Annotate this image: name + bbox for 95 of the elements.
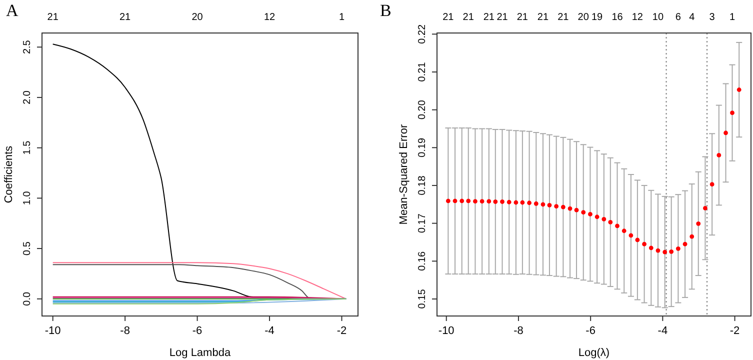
text: 12 xyxy=(632,12,644,23)
point xyxy=(628,233,634,238)
point xyxy=(500,200,504,204)
text: 21 xyxy=(462,12,474,23)
text: 1 xyxy=(338,12,345,23)
y-tick-label: 0.17 xyxy=(417,213,428,234)
text: 3 xyxy=(709,12,716,23)
point xyxy=(622,228,626,234)
point xyxy=(662,250,668,254)
point xyxy=(615,224,620,228)
point xyxy=(635,238,640,242)
point xyxy=(460,198,464,204)
point xyxy=(493,200,498,204)
text: 20 xyxy=(192,12,204,23)
point xyxy=(527,200,532,206)
point xyxy=(608,220,613,224)
point xyxy=(696,221,701,226)
x-tick-label: -8 xyxy=(120,325,130,337)
point xyxy=(724,130,728,136)
point xyxy=(703,206,708,210)
text: 12 xyxy=(264,12,276,23)
y-tick-label: 0.0 xyxy=(22,291,33,306)
point xyxy=(473,199,478,204)
point xyxy=(594,214,600,220)
point xyxy=(710,182,714,187)
point xyxy=(574,208,579,212)
chart-title: A xyxy=(6,1,19,20)
y-tick-label: 0.16 xyxy=(417,250,428,271)
point xyxy=(446,198,450,204)
y-tick-label: 2.5 xyxy=(22,40,33,54)
y-tick-label: 0.5 xyxy=(22,241,33,256)
point xyxy=(656,248,660,253)
point xyxy=(514,200,518,205)
text: 10 xyxy=(652,12,664,23)
x-tick-label: -10 xyxy=(438,325,454,337)
x-axis-title: Log(λ) xyxy=(578,347,610,359)
point xyxy=(588,212,592,216)
point xyxy=(466,198,471,204)
point xyxy=(480,199,484,204)
text: 21 xyxy=(483,12,495,23)
x-tick-label: -2 xyxy=(730,325,740,337)
text: 21 xyxy=(537,12,549,23)
y-axis-title: Coefficients xyxy=(3,145,15,204)
point xyxy=(540,202,546,207)
point xyxy=(520,200,525,205)
text: 21 xyxy=(496,12,508,23)
point xyxy=(554,204,559,208)
x-tick-label: -2 xyxy=(336,325,347,337)
x-tick-label: -6 xyxy=(586,325,596,337)
text: 21 xyxy=(558,12,570,23)
y-tick-label: 0.15 xyxy=(417,288,428,309)
point xyxy=(682,242,688,246)
x-tick-label: -4 xyxy=(658,325,668,337)
y-tick-label: 0.19 xyxy=(417,137,428,158)
x-tick-label: -10 xyxy=(44,325,61,337)
point xyxy=(581,210,586,215)
y-tick-label: 1.5 xyxy=(22,140,33,155)
chart-title: B xyxy=(380,1,392,20)
text: 19 xyxy=(592,12,604,23)
text: 20 xyxy=(578,12,590,23)
x-tick-label: -6 xyxy=(192,325,202,337)
point xyxy=(602,216,606,222)
x-axis-title: Log Lambda xyxy=(169,347,232,359)
point xyxy=(690,234,694,239)
text: 21 xyxy=(516,12,528,23)
y-axis-title: Mean-Squared Error xyxy=(398,124,410,225)
point xyxy=(669,249,674,254)
text: 4 xyxy=(689,12,696,23)
text: 16 xyxy=(612,12,624,23)
point xyxy=(648,246,654,250)
text: 21 xyxy=(442,12,454,23)
text: 1 xyxy=(729,12,736,23)
point xyxy=(736,88,742,92)
point xyxy=(730,110,734,116)
text: 21 xyxy=(120,12,132,23)
y-tick-label: 0.22 xyxy=(417,24,428,44)
x-tick-label: -4 xyxy=(264,325,274,337)
point xyxy=(642,242,646,246)
x-tick-label: -8 xyxy=(514,325,524,337)
point xyxy=(506,200,512,204)
y-tick-label: 0.18 xyxy=(417,175,428,196)
y-tick-label: 2.0 xyxy=(22,90,33,104)
text: 21 xyxy=(47,12,59,23)
point xyxy=(676,246,680,251)
point xyxy=(560,204,566,210)
y-tick-label: 0.21 xyxy=(417,62,428,82)
text: 6 xyxy=(675,12,682,23)
point xyxy=(547,202,552,208)
point xyxy=(486,199,492,204)
y-tick-label: 1.0 xyxy=(22,190,33,206)
point xyxy=(568,206,572,211)
point xyxy=(534,201,538,206)
point xyxy=(716,153,722,158)
y-tick-label: 0.20 xyxy=(417,100,428,120)
point xyxy=(452,198,458,204)
